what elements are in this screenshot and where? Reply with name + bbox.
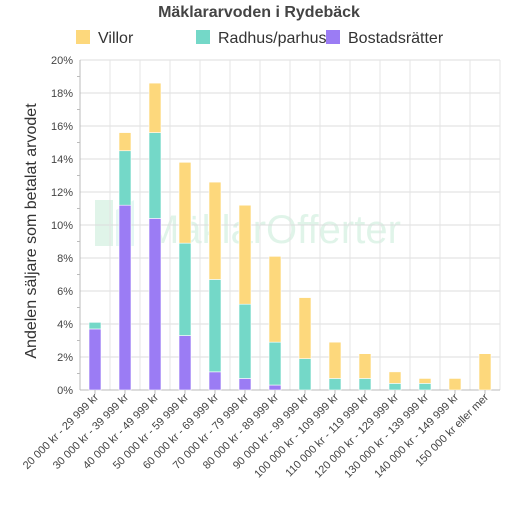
bar-segment-villor [478, 353, 492, 391]
bar-segment-villor [388, 371, 402, 384]
y-tick-label: 8% [57, 253, 73, 265]
bar-segment-radhus-parhus [88, 322, 102, 330]
bar-segment-bostadsr-tter [118, 204, 132, 391]
y-axis-label: Andelen säljare som betalat arvodet [23, 103, 40, 359]
y-tick-label: 16% [51, 121, 73, 133]
legend-item-bostadsr-tter[interactable]: Bostadsrätter [326, 30, 444, 47]
y-tick-label: 18% [51, 88, 73, 100]
grid [79, 59, 501, 391]
bar-segment-bostadsr-tter [148, 218, 162, 391]
legend-label: Radhus/parhus [218, 30, 327, 47]
legend[interactable]: Villor Radhus/parhus Bostadsrätter [76, 30, 444, 47]
legend-swatch [196, 30, 210, 44]
bar-segment-villor [328, 341, 342, 379]
bar-segment-villor [418, 378, 432, 384]
bar-segment-bostadsr-tter [178, 335, 192, 391]
bar-segment-villor [298, 297, 312, 359]
bar-segment-villor [208, 181, 222, 280]
legend-label: Bostadsrätter [348, 30, 444, 47]
y-axis: 0% 2% 4% 6% 8% 10% 12% 14% 16% 18% 20% [51, 55, 80, 397]
bar-segment-villor [148, 82, 162, 133]
y-tick-label: 2% [57, 352, 73, 364]
bar-segment-radhus-parhus [208, 279, 222, 373]
legend-swatch [326, 30, 340, 44]
bar-segment-villor [118, 132, 132, 152]
bar-segment-radhus-parhus [238, 303, 252, 379]
bar-segment-radhus-parhus [418, 383, 432, 391]
bar-segment-radhus-parhus [328, 378, 342, 391]
y-tick-label: 20% [51, 55, 73, 67]
bar-segment-radhus-parhus [388, 383, 402, 391]
bar-segment-villor [358, 353, 372, 379]
bar-segment-radhus-parhus [268, 341, 282, 386]
legend-swatch [76, 30, 90, 44]
y-tick-label: 10% [51, 220, 73, 232]
bar-segment-villor [268, 256, 282, 343]
bar-segment-villor [178, 162, 192, 244]
bar-segment-villor [448, 378, 462, 391]
watermark-logo-mark-icon [95, 200, 113, 246]
y-tick-label: 0% [57, 385, 73, 397]
y-tick-label: 12% [51, 187, 73, 199]
bar-segment-bostadsr-tter [208, 371, 222, 391]
chart-title: Mäklararvoden i Rydebäck [158, 4, 360, 21]
bar-segment-bostadsr-tter [268, 384, 282, 391]
bar-segment-bostadsr-tter [88, 328, 102, 391]
y-tick-label: 4% [57, 319, 73, 331]
legend-item-villor[interactable]: Villor [76, 30, 134, 47]
bar-segment-radhus-parhus [298, 358, 312, 391]
legend-label: Villor [98, 30, 134, 47]
bar-segment-bostadsr-tter [238, 378, 252, 391]
bar-segment-radhus-parhus [178, 242, 192, 336]
bar-segment-radhus-parhus [148, 132, 162, 219]
bars [88, 82, 492, 391]
bar-segment-villor [238, 204, 252, 305]
y-tick-label: 6% [57, 286, 73, 298]
bar-segment-radhus-parhus [358, 378, 372, 391]
legend-item-radhus-parhus[interactable]: Radhus/parhus [196, 30, 327, 47]
y-tick-label: 14% [51, 154, 73, 166]
bar-segment-radhus-parhus [118, 150, 132, 206]
